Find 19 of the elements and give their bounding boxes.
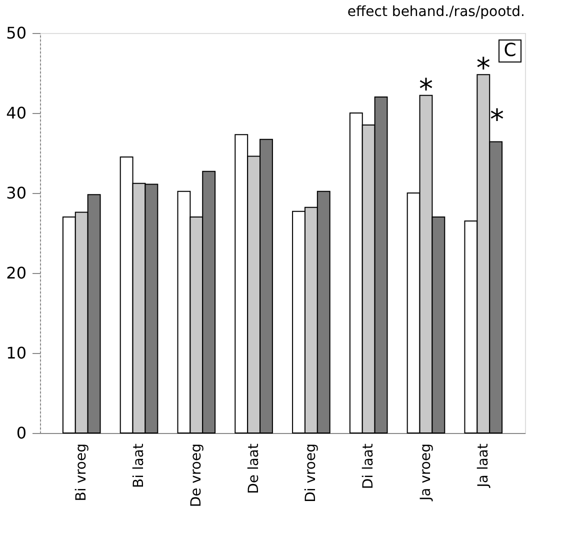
x-tick-label: Bi vroeg xyxy=(74,444,90,502)
y-tick-label: 30 xyxy=(6,184,26,202)
x-tick-label: Di vroeg xyxy=(303,444,320,502)
x-tick-label: Ja vroeg xyxy=(418,444,434,502)
annotation: * xyxy=(490,103,504,136)
x-tick-label: De vroeg xyxy=(188,444,204,508)
x-tick-label: Ja laat xyxy=(475,442,492,488)
y-tick-label: 50 xyxy=(6,24,26,42)
y-tick-label: 0 xyxy=(16,424,26,442)
x-tick-label: Bi laat xyxy=(131,442,148,488)
chart-title: effect behand./ras/pootd. xyxy=(347,4,525,20)
y-tick-label: 10 xyxy=(6,344,26,362)
y-tick-label: 40 xyxy=(6,104,26,122)
x-tick-label: De laat xyxy=(246,443,262,494)
annotation: * xyxy=(418,72,433,106)
annotation: * xyxy=(476,52,490,85)
annotation: C xyxy=(504,40,516,61)
x-tick-label: Di laat xyxy=(360,443,377,490)
y-tick-label: 20 xyxy=(6,264,26,282)
